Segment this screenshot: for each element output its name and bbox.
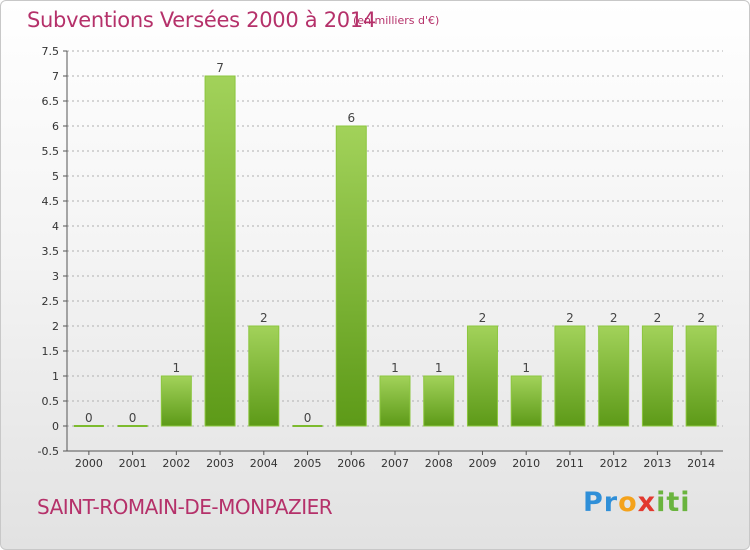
x-tick-label: 2004 [250,457,278,470]
data-label-2002: 1 [173,361,181,375]
y-tick-label: 4 [52,220,59,233]
x-tick-label: 2007 [381,457,409,470]
chart-title: Subventions Versées 2000 à 2014 [27,8,376,32]
y-tick-label: 6.5 [42,95,60,108]
y-tick-label: -0.5 [38,445,59,458]
y-tick-label: 5 [52,170,59,183]
bar-2008 [423,375,455,427]
x-tick-label: 2012 [600,457,628,470]
data-label-2006: 6 [347,111,355,125]
x-tick-label: 2006 [337,457,365,470]
y-tick-label: 3.5 [42,245,60,258]
data-label-2000: 0 [85,411,93,425]
data-label-2005: 0 [304,411,312,425]
x-tick-label: 2013 [643,457,671,470]
data-label-2003: 7 [216,61,224,75]
data-label-2008: 1 [435,361,443,375]
bar-2009 [466,325,498,427]
y-tick-label: 2.5 [42,295,60,308]
x-tick-label: 2002 [162,457,190,470]
bars [73,75,717,427]
axes [63,50,723,455]
x-tick-label: 2001 [119,457,147,470]
data-label-2007: 1 [391,361,399,375]
data-label-2004: 2 [260,311,268,325]
logo-part-1: Pr [583,487,619,518]
y-tick-label: 0 [52,420,59,433]
bar-2006 [335,125,367,427]
bar-2013 [641,325,673,427]
y-tick-label: 6 [52,120,59,133]
y-tick-label: 3 [52,270,59,283]
bar-2002 [160,375,192,427]
data-label-2011: 2 [566,311,574,325]
bar-2012 [598,325,630,427]
bar-2010 [510,375,542,427]
data-label-2013: 2 [654,311,662,325]
x-tick-label: 2008 [425,457,453,470]
data-label-2010: 1 [522,361,530,375]
y-tick-label: 0.5 [42,395,60,408]
y-tick-label: 1 [52,370,59,383]
x-tick-label: 2005 [294,457,322,470]
y-tick-label: 7.5 [42,45,60,58]
bar-2014 [685,325,717,427]
data-label-2014: 2 [697,311,705,325]
x-tick-label: 2000 [75,457,103,470]
commune-name: SAINT-ROMAIN-DE-MONPAZIER [37,495,333,519]
bar-2011 [554,325,586,427]
y-tick-label: 4.5 [42,195,60,208]
x-tick-label: 2011 [556,457,584,470]
bar-2004 [248,325,280,427]
proxiti-logo: Proxiti [583,487,691,518]
logo-part-4: iti [656,487,691,518]
data-label-2001: 0 [129,411,137,425]
logo-part-3: x [637,487,657,518]
y-tick-label: 2 [52,320,59,333]
y-tick-label: 1.5 [42,345,60,358]
x-tick-label: 2010 [512,457,540,470]
data-label-2009: 2 [479,311,487,325]
y-tick-label: 5.5 [42,145,60,158]
data-label-2012: 2 [610,311,618,325]
x-tick-label: 2009 [468,457,496,470]
unit-label: (en milliers d'€) [353,14,440,27]
y-tick-label: 7 [52,70,59,83]
logo-part-2: o [618,487,638,518]
labels: -0.500.511.522.533.544.555.566.577.50200… [38,45,716,470]
bar-2003 [204,75,236,427]
x-tick-label: 2014 [687,457,715,470]
bar-2007 [379,375,411,427]
x-tick-label: 2003 [206,457,234,470]
